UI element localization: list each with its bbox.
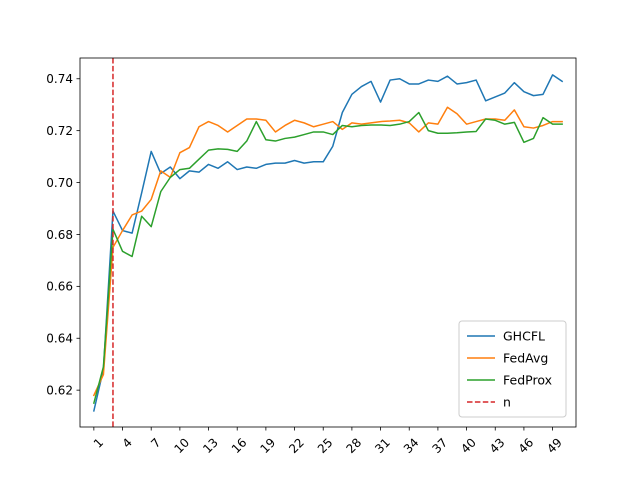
legend: GHCFL FedAvg FedProx n xyxy=(458,320,567,418)
y-tick-label: 0.66 xyxy=(46,280,73,294)
y-tick-label: 0.72 xyxy=(46,124,73,138)
y-axis-ticks: 0.62 0.64 0.66 0.68 0.70 0.72 0.74 xyxy=(46,72,80,397)
series-line-fedprox xyxy=(92,111,563,405)
legend-label-ghcfl: GHCFL xyxy=(503,329,545,344)
y-tick-label: 0.64 xyxy=(46,332,73,346)
legend-label-n: n xyxy=(503,395,511,410)
series-line-fedavg xyxy=(92,106,563,397)
series-line-ghcfl xyxy=(92,74,564,412)
series-layer xyxy=(92,74,564,412)
legend-label-fedavg: FedAvg xyxy=(503,351,548,366)
y-tick-label: 0.74 xyxy=(46,72,73,86)
axes-spines xyxy=(79,57,577,428)
y-tick-label: 0.62 xyxy=(46,383,73,397)
y-tick-label: 0.68 xyxy=(46,228,73,242)
legend-label-fedprox: FedProx xyxy=(503,373,552,388)
legend-box xyxy=(458,320,567,418)
y-tick-label: 0.70 xyxy=(46,176,73,190)
axes-frame xyxy=(79,57,577,428)
